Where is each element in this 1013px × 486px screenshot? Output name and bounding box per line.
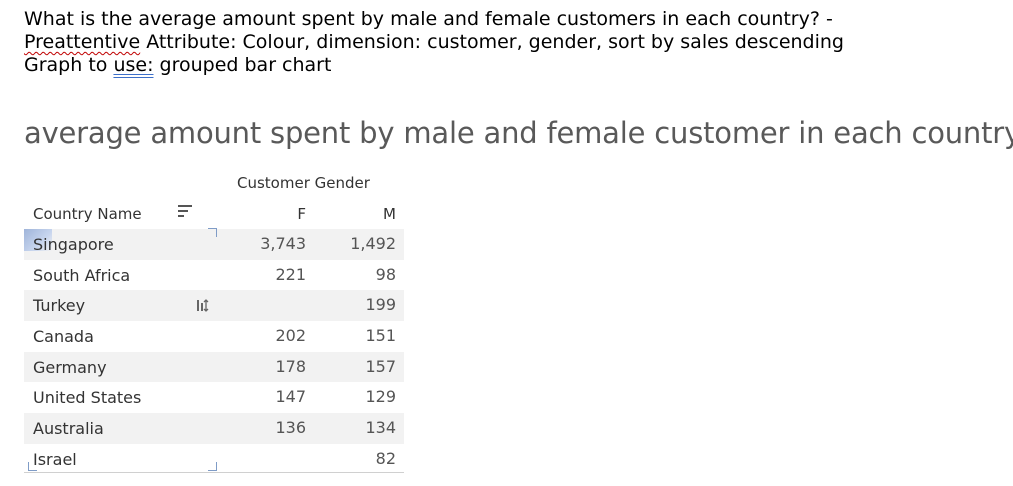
question-line-3-start: Graph to xyxy=(24,54,114,76)
selection-corner-marker xyxy=(208,228,217,237)
table-bottom-border xyxy=(24,472,404,473)
table-row[interactable]: United States 147 129 xyxy=(24,382,404,413)
table-row[interactable]: Israel 82 xyxy=(24,444,404,475)
country-cell[interactable]: United States xyxy=(33,388,142,408)
question-line-2: Preattentive Attribute: Colour, dimensio… xyxy=(24,31,1004,54)
grammar-flag-word: use: xyxy=(113,54,154,76)
value-cell-f[interactable]: 3,743 xyxy=(260,234,306,253)
value-cell-f[interactable]: 221 xyxy=(275,264,306,284)
country-cell[interactable]: Israel xyxy=(33,449,77,469)
viz-title: average amount spent by male and female … xyxy=(24,116,1013,150)
table-row[interactable]: Germany 178 157 xyxy=(24,351,404,383)
table-row[interactable]: Canada 202 151 xyxy=(24,321,404,352)
column-group-header[interactable]: Customer Gender xyxy=(237,174,370,192)
selection-highlight xyxy=(24,229,52,251)
data-table: Singapore 3,743 1,492 South Africa 221 9… xyxy=(24,229,404,475)
value-cell-m[interactable]: 151 xyxy=(365,326,396,346)
country-cell[interactable]: Germany xyxy=(33,357,107,377)
selection-corner-marker xyxy=(208,462,217,471)
country-cell[interactable]: Turkey xyxy=(33,296,86,316)
column-header-f[interactable]: F xyxy=(297,205,306,223)
spellcheck-word: Preattentive xyxy=(24,31,141,53)
sort-icon[interactable] xyxy=(178,205,192,221)
value-cell-f[interactable]: 147 xyxy=(275,387,306,407)
selection-corner-marker xyxy=(28,462,37,471)
row-header-country[interactable]: Country Name xyxy=(33,205,142,223)
table-row[interactable]: Singapore 3,743 1,492 xyxy=(24,229,404,260)
value-cell-m[interactable]: 129 xyxy=(365,387,396,407)
table-row[interactable]: Australia 136 134 xyxy=(24,413,404,444)
value-cell-m[interactable]: 98 xyxy=(375,264,396,284)
value-cell-m[interactable]: 199 xyxy=(365,295,396,315)
value-cell-m[interactable]: 134 xyxy=(365,418,396,438)
question-line-2-rest: Attribute: Colour, dimension: customer, … xyxy=(140,31,844,53)
table-row[interactable]: South Africa 221 98 xyxy=(24,260,404,291)
question-line-1: What is the average amount spent by male… xyxy=(24,8,833,30)
value-cell-f[interactable]: 202 xyxy=(275,326,306,346)
reorder-cursor-icon xyxy=(196,297,212,317)
table-row[interactable]: Turkey 199 xyxy=(24,290,404,322)
value-cell-m[interactable]: 82 xyxy=(375,448,396,468)
country-cell[interactable]: Australia xyxy=(33,419,104,439)
question-line-3-end: grouped bar chart xyxy=(153,54,332,76)
value-cell-m[interactable]: 1,492 xyxy=(350,234,396,253)
question-text: What is the average amount spent by male… xyxy=(24,8,1004,77)
country-cell[interactable]: Singapore xyxy=(33,235,114,254)
value-cell-f[interactable]: 178 xyxy=(275,356,306,376)
column-header-m[interactable]: M xyxy=(383,205,396,223)
country-cell[interactable]: South Africa xyxy=(33,265,131,285)
question-line-3: Graph to use: grouped bar chart xyxy=(24,54,1004,77)
value-cell-m[interactable]: 157 xyxy=(365,356,396,376)
value-cell-f[interactable]: 136 xyxy=(275,418,306,438)
country-cell[interactable]: Canada xyxy=(33,327,94,347)
